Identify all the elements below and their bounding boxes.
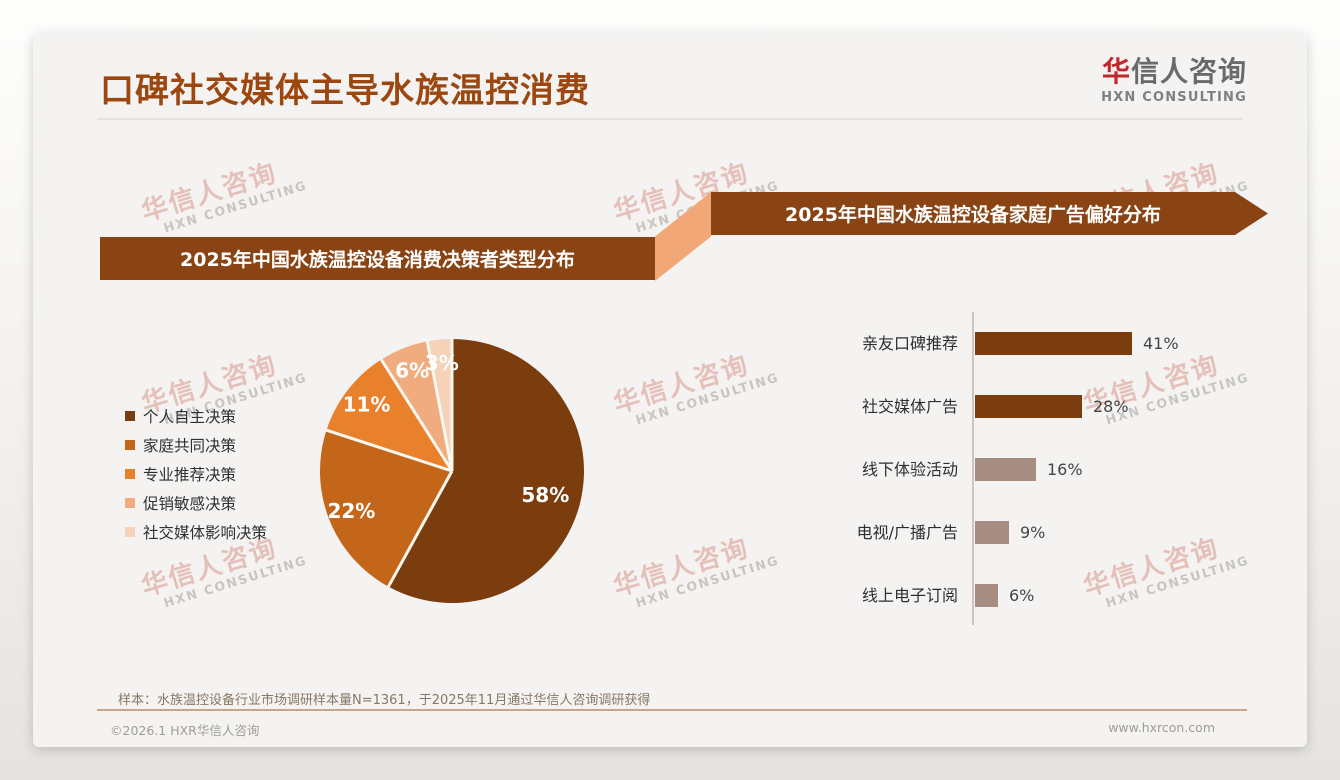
pie-slice-separator xyxy=(380,358,454,472)
legend-label: 社交媒体影响决策 xyxy=(143,523,268,542)
pie-chart-title-banner: 2025年中国水族温控设备消费决策者类型分布 xyxy=(100,237,655,280)
pie-slice-4 xyxy=(381,341,452,471)
bar-row-3: 线下体验活动 16% xyxy=(830,458,1290,481)
legend-item-3: 专业推荐决策 xyxy=(125,459,267,488)
legend-swatch xyxy=(125,526,135,537)
bar-value-label: 16% xyxy=(1047,460,1083,479)
pie-data-label: 58% xyxy=(521,483,569,507)
legend-item-1: 个人自主决策 xyxy=(125,401,267,430)
legend-item-2: 家庭共同决策 xyxy=(125,430,267,459)
bar-rect xyxy=(975,395,1082,418)
bar-row-5: 线上电子订阅 6% xyxy=(830,584,1290,607)
bar-category-label: 社交媒体广告 xyxy=(861,397,958,416)
watermark-english-text: HXN CONSULTING xyxy=(161,177,309,236)
pie-data-label: 22% xyxy=(327,499,375,523)
bar-rect xyxy=(975,332,1132,355)
legend-label: 促销敏感决策 xyxy=(143,494,237,513)
bar-category-label: 亲友口碑推荐 xyxy=(861,334,958,353)
bar-chart: 亲友口碑推荐 41% 社交媒体广告 28% 线下体验活动 16% 电视/广播广告 9% 线上电子… xyxy=(830,312,1290,642)
bar-row-1: 亲友口碑推荐 41% xyxy=(830,332,1290,355)
bar-rect xyxy=(975,521,1009,544)
legend-label: 个人自主决策 xyxy=(143,407,237,426)
bar-value-label: 41% xyxy=(1143,334,1179,353)
bar-chart-title-banner: 2025年中国水族温控设备家庭广告偏好分布 xyxy=(711,192,1268,235)
pie-data-label: 3% xyxy=(425,351,459,375)
copyright-text: ©2026.1 HXR华信人咨询 xyxy=(110,723,260,738)
bar-row-2: 社交媒体广告 28% xyxy=(830,395,1290,418)
bar-row-4: 电视/广播广告 9% xyxy=(830,521,1290,544)
legend-item-4: 促销敏感决策 xyxy=(125,488,267,517)
pie-chart-title: 2025年中国水族温控设备消费决策者类型分布 xyxy=(180,249,575,271)
company-logo: 华信人咨询 HXN CONSULTING xyxy=(1101,55,1247,105)
logo-english-text: HXN CONSULTING xyxy=(1101,89,1247,105)
bar-rect xyxy=(975,458,1036,481)
pie-legend: 个人自主决策 家庭共同决策 专业推荐决策 促销敏感决策社交媒体影响决策 xyxy=(125,401,267,546)
bar-value-label: 28% xyxy=(1093,397,1129,416)
pie-slice-2 xyxy=(320,430,452,587)
banner-connector-ribbon xyxy=(655,192,711,281)
pie-slice-1 xyxy=(388,339,585,603)
bar-value-label: 6% xyxy=(1009,586,1035,605)
legend-swatch xyxy=(125,439,135,450)
pie-slice-separator xyxy=(325,428,453,473)
pie-slice-separator xyxy=(387,470,454,588)
bar-value-label: 9% xyxy=(1020,523,1046,542)
watermark-chinese-text: 华信人咨询 xyxy=(610,533,753,603)
website-link[interactable]: www.hxrcon.com xyxy=(1108,720,1215,735)
watermark-chinese-text: 华信人咨询 xyxy=(138,158,281,228)
bar-chart-title: 2025年中国水族温控设备家庭广告偏好分布 xyxy=(785,204,1161,226)
bar-category-label: 电视/广播广告 xyxy=(856,523,958,542)
footer-divider xyxy=(97,709,1247,711)
logo-accent-char: 华 xyxy=(1101,55,1131,88)
legend-label: 专业推荐决策 xyxy=(143,465,237,484)
bar-category-label: 线下体验活动 xyxy=(861,460,958,479)
sample-footnote: 样本：水族温控设备行业市场调研样本量N=1361，于2025年11月通过华信人咨… xyxy=(118,693,651,708)
watermark-chinese-text: 华信人咨询 xyxy=(610,350,753,420)
watermark-english-text: HXN CONSULTING xyxy=(161,552,309,611)
legend-label: 家庭共同决策 xyxy=(143,436,237,455)
bar-category-label: 线上电子订阅 xyxy=(861,586,958,605)
bar-axis-line xyxy=(972,312,974,625)
legend-item-5: 社交媒体影响决策 xyxy=(125,517,267,546)
header-divider xyxy=(97,118,1243,120)
pie-chart: 58% 22% 11%6%3% xyxy=(320,339,585,603)
pie-data-label: 6% xyxy=(395,358,429,382)
legend-swatch xyxy=(125,410,135,421)
watermark-english-text: HXN CONSULTING xyxy=(633,552,781,611)
watermark-english-text: HXN CONSULTING xyxy=(633,369,781,428)
pie-data-label: 11% xyxy=(343,393,391,417)
logo-rest-chars: 信人咨询 xyxy=(1130,55,1247,88)
pie-slice-separator xyxy=(425,341,454,472)
bar-rect xyxy=(975,584,998,607)
logo-chinese-text: 华信人咨询 xyxy=(1101,55,1247,88)
legend-swatch xyxy=(125,497,135,508)
pie-slice-3 xyxy=(326,359,452,471)
legend-swatch xyxy=(125,468,135,479)
page-title: 口碑社交媒体主导水族温控消费 xyxy=(100,71,590,111)
